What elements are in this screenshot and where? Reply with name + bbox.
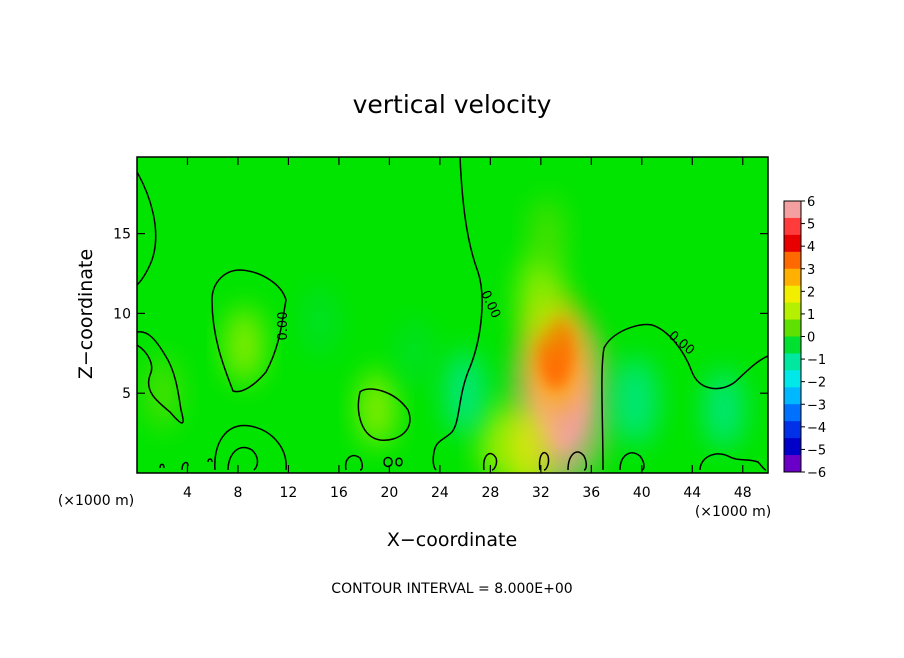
contour-line bbox=[482, 452, 498, 471]
x-tick-label: 12 bbox=[280, 485, 298, 501]
field-anomaly bbox=[529, 197, 565, 270]
x-tick-label: 36 bbox=[582, 485, 600, 501]
field-anomaly bbox=[144, 356, 181, 431]
x-tick-label: 32 bbox=[532, 485, 550, 501]
y-axis-ticks: 5 10 15 bbox=[113, 227, 768, 402]
field-anomaly bbox=[703, 369, 744, 450]
colorbar-swatch bbox=[784, 421, 801, 439]
y-tick-label: 15 bbox=[113, 227, 131, 243]
contour-line bbox=[137, 171, 157, 286]
colorbar-label: 1 bbox=[807, 308, 815, 323]
colorbar-swatch bbox=[784, 302, 801, 321]
x-tick-label: 16 bbox=[330, 485, 348, 501]
colorbar-swatch bbox=[784, 217, 801, 236]
colorbar-label: 5 bbox=[807, 218, 815, 233]
colorbar-swatch bbox=[784, 251, 801, 270]
colorbar-swatch bbox=[784, 438, 801, 456]
contour-line bbox=[211, 269, 287, 393]
x-unit-left: (×1000 m) bbox=[58, 493, 134, 509]
colorbar-label: 0 bbox=[807, 331, 815, 346]
x-tick-label: 44 bbox=[683, 485, 701, 501]
contour-line bbox=[619, 452, 645, 471]
contour-line bbox=[137, 331, 184, 424]
contour-line bbox=[567, 451, 588, 471]
colorbar-label: −4 bbox=[807, 421, 826, 436]
colorbar-label: −5 bbox=[807, 443, 826, 458]
colorbar-swatch bbox=[784, 319, 801, 337]
contour-line bbox=[699, 453, 767, 471]
x-tick-label: 8 bbox=[233, 485, 242, 501]
field-anomaly bbox=[443, 351, 487, 436]
contour-line bbox=[395, 457, 403, 467]
field-anomaly bbox=[357, 371, 396, 448]
colorbar-swatch bbox=[784, 353, 801, 371]
colorbar-swatch bbox=[784, 234, 801, 253]
colorbar-label: −6 bbox=[807, 466, 826, 481]
x-tick-label: 28 bbox=[481, 485, 499, 501]
contour-line bbox=[357, 388, 411, 441]
colorbar-label: 2 bbox=[807, 285, 815, 300]
x-tick-label: 20 bbox=[380, 485, 398, 501]
colorbar-swatch bbox=[784, 404, 801, 422]
velocity-field: 0.00 0.00 0.00 bbox=[137, 157, 768, 473]
field-anomaly bbox=[613, 357, 658, 446]
y-tick-label: 5 bbox=[122, 386, 131, 402]
field-anomaly bbox=[397, 318, 432, 389]
colorbar-label: 6 bbox=[807, 195, 815, 210]
contour-line bbox=[159, 463, 165, 469]
contour-line bbox=[227, 446, 259, 471]
x-axis-label: X−coordinate bbox=[387, 529, 517, 551]
contour-label: 0.00 bbox=[276, 312, 291, 341]
x-unit-right: (×1000 m) bbox=[695, 504, 771, 520]
plot-frame bbox=[136, 156, 769, 474]
contour-line bbox=[214, 424, 287, 471]
colorbar-swatch bbox=[784, 455, 801, 473]
contour-line bbox=[538, 451, 550, 471]
y-tick-label: 10 bbox=[113, 306, 131, 322]
contour-line bbox=[432, 157, 483, 471]
colorbar-label: −3 bbox=[807, 398, 826, 413]
contour-line bbox=[344, 454, 364, 471]
colorbar-swatch bbox=[784, 285, 801, 304]
x-tick-label: 24 bbox=[431, 485, 449, 501]
x-axis-ticks: 4 8 12 16 20 24 28 32 36 40 44 48 bbox=[183, 157, 752, 501]
colorbar: 6 5 4 3 2 1 0 −1 −2 −3 −4 −5 −6 bbox=[783, 195, 826, 481]
zero-contours bbox=[137, 157, 768, 471]
field-anomaly bbox=[502, 407, 550, 473]
colorbar-swatch bbox=[784, 370, 801, 388]
field-anomaly bbox=[517, 252, 564, 343]
colorbar-label: −2 bbox=[807, 376, 826, 391]
colorbar-swatch bbox=[784, 201, 801, 219]
colorbar-swatch bbox=[784, 387, 801, 405]
contour-line bbox=[601, 323, 768, 471]
chart-title: vertical velocity bbox=[353, 90, 552, 119]
contour-interval: CONTOUR INTERVAL = 8.000E+00 bbox=[331, 581, 572, 597]
x-tick-label: 48 bbox=[734, 485, 752, 501]
y-axis-label: Z−coordinate bbox=[75, 249, 97, 379]
colorbar-label: 3 bbox=[807, 263, 815, 278]
colorbar-swatch bbox=[784, 336, 801, 354]
x-tick-label: 4 bbox=[183, 485, 192, 501]
field-anomalies bbox=[144, 197, 744, 473]
x-tick-label: 40 bbox=[633, 485, 651, 501]
colorbar-label: 4 bbox=[807, 240, 815, 255]
contour-line bbox=[181, 461, 189, 471]
field-anomaly bbox=[225, 307, 264, 384]
field-anomaly bbox=[302, 285, 338, 358]
colorbar-label: −1 bbox=[807, 353, 826, 368]
contour-line bbox=[383, 456, 393, 468]
contour-line bbox=[207, 458, 213, 463]
colorbar-swatch bbox=[784, 268, 801, 287]
